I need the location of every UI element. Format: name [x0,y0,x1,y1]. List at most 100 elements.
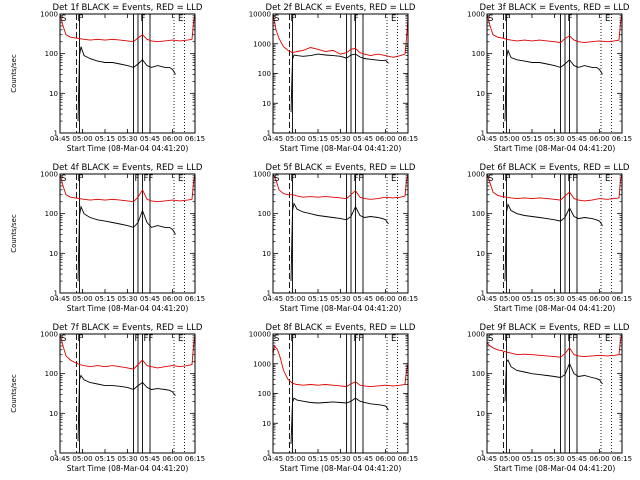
chart-panel: Det 7f BLACK = Events, RED = LLD Counts/s… [10,323,205,473]
events-series-line [77,205,176,282]
x-tick-label: 05:15 [308,455,328,463]
chart-title: Det 2f BLACK = Events, RED = LLD [266,3,416,13]
y-tick-label: 1000 [40,171,58,179]
event-marker-label: FF [354,174,364,184]
event-marker-label: E [391,174,396,184]
x-tick-label: 05:00 [499,455,519,463]
y-tick-label: 10 [476,90,485,98]
chart-panel: Det 2f BLACK = Events, RED = LLD Start Ti… [249,3,418,153]
x-axis-label: Start Time (08-Mar-04 04:41:20) [494,464,616,473]
event-marker-label: S [61,334,66,344]
event-marker-label: S [488,14,493,24]
x-tick-label: 06:00 [589,135,609,143]
y-tick-label: 100 [258,390,271,398]
chart-title: Det 3f BLACK = Events, RED = LLD [480,3,630,13]
x-tick-label: 06:15 [612,135,632,143]
event-marker-label: F [291,334,296,344]
event-marker-label: E [391,14,396,24]
x-tick-label: 05:30 [544,135,564,143]
y-tick-label: 1 [267,450,271,458]
event-marker-label: S [488,334,493,344]
chart-title: Det 1f BLACK = Events, RED = LLD [53,3,203,13]
x-tick-label: 06:00 [375,135,395,143]
event-marker-label: E [178,14,183,24]
x-tick-label: 05:45 [567,455,587,463]
y-tick-label: 10000 [249,11,271,19]
lld-series-line [273,344,408,388]
x-tick-label: 05:45 [140,295,160,303]
x-tick-label: 05:00 [499,295,519,303]
event-marker-label: S [274,334,279,344]
x-tick-label: 05:45 [140,455,160,463]
y-tick-label: 100 [45,210,58,218]
x-tick-label: 05:30 [330,295,350,303]
x-axis-label: Start Time (08-Mar-04 04:41:20) [67,464,189,473]
x-tick-label: 05:30 [117,295,137,303]
chart-title: Det 6f BLACK = Events, RED = LLD [480,163,630,173]
event-marker-label: E [605,14,610,24]
lld-series-line [487,334,622,358]
events-series-line [504,49,603,122]
x-tick-label: 06:15 [398,455,418,463]
chart-panel: Det 3f BLACK = Events, RED = LLD Start Ti… [467,3,632,153]
plot-area [487,14,622,133]
event-marker-label: F [291,174,296,184]
x-axis-label: Start Time (08-Mar-04 04:41:20) [494,304,616,313]
y-tick-label: 1 [481,450,485,458]
x-tick-label: 05:15 [95,455,115,463]
event-marker-label: F [505,334,510,344]
x-tick-label: 04:45 [477,135,497,143]
x-tick-label: 04:45 [50,135,70,143]
lld-series-line [487,174,622,202]
x-tick-label: 04:45 [263,295,283,303]
event-marker-label: F [78,334,83,344]
x-tick-label: 05:30 [330,455,350,463]
x-tick-label: 06:15 [185,135,205,143]
x-tick-label: 06:00 [162,455,182,463]
event-marker-label: E [605,174,610,184]
plot-area [60,14,195,133]
x-tick-label: 05:00 [72,455,92,463]
event-marker-label: E [178,174,183,184]
events-series-line [290,53,389,113]
x-tick-label: 04:45 [263,135,283,143]
event-marker-label: F [354,14,359,24]
y-tick-label: 100 [472,50,485,58]
plot-area [60,334,195,453]
x-tick-label: 06:15 [612,295,632,303]
y-tick-label: 1000 [253,360,271,368]
x-axis-label: Start Time (08-Mar-04 04:41:20) [280,464,402,473]
y-tick-label: 1000 [467,11,485,19]
x-tick-label: 05:00 [285,135,305,143]
chart-panel: Det 1f BLACK = Events, RED = LLD Counts/s… [10,3,205,153]
y-tick-label: 1000 [467,331,485,339]
chart-panel: Det 5f BLACK = Events, RED = LLD Start Ti… [253,163,418,313]
events-series-line [77,374,176,442]
plot-area [273,174,408,293]
x-tick-label: 05:45 [140,135,160,143]
x-axis-label: Start Time (08-Mar-04 04:41:20) [494,144,616,153]
plot-area [273,334,408,453]
y-tick-label: 100 [472,210,485,218]
y-tick-label: 100 [258,70,271,78]
y-tick-label: 100 [258,210,271,218]
y-axis-label: Counts/sec [10,214,18,253]
axes-frame [272,13,409,134]
chart-title: Det 5f BLACK = Events, RED = LLD [266,163,416,173]
x-tick-label: 05:45 [567,295,587,303]
plot-area [487,174,622,293]
y-tick-label: 1 [481,130,485,138]
chart-panel: Det 9f BLACK = Events, RED = LLD Start Ti… [467,323,632,473]
plot-area [273,14,408,133]
x-axis-label: Start Time (08-Mar-04 04:41:20) [67,304,189,313]
chart-panel: Det 4f BLACK = Events, RED = LLD Counts/s… [10,163,205,313]
y-tick-label: 10 [262,420,271,428]
x-tick-label: 05:30 [117,455,137,463]
x-tick-label: 05:15 [522,295,542,303]
y-tick-label: 1000 [40,331,58,339]
y-tick-label: 10 [49,410,58,418]
y-tick-label: 1 [267,290,271,298]
x-tick-label: 05:30 [544,295,564,303]
x-tick-label: 05:15 [308,295,328,303]
